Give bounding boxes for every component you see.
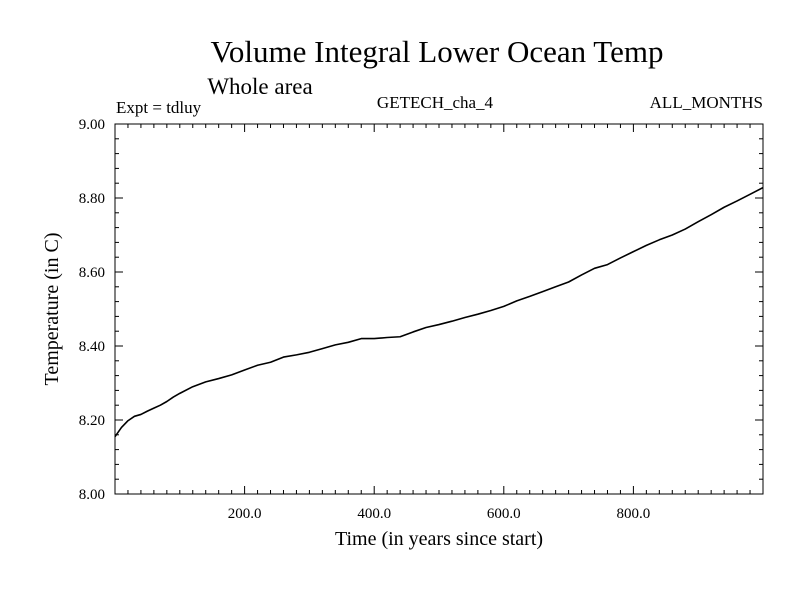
series-line-temperature xyxy=(114,186,764,438)
config-label: GETECH_cha_4 xyxy=(377,93,494,112)
months-label: ALL_MONTHS xyxy=(650,93,763,112)
axis-ticks xyxy=(115,124,763,494)
y-tick-label: 9.00 xyxy=(79,117,105,133)
y-tick-label: 8.40 xyxy=(79,339,105,355)
x-axis-label: Time (in years since start) xyxy=(335,528,543,550)
experiment-label: Expt = tdluy xyxy=(116,98,202,117)
y-axis-label: Temperature (in C) xyxy=(41,233,63,386)
y-tick-label: 8.20 xyxy=(79,413,105,429)
x-tick-label: 800.0 xyxy=(617,506,651,522)
plot-frame xyxy=(114,123,764,495)
chart-subtitle: Whole area xyxy=(207,74,312,99)
x-tick-label: 400.0 xyxy=(357,506,391,522)
x-tick-label: 600.0 xyxy=(487,506,521,522)
x-tick-label: 200.0 xyxy=(228,506,262,522)
chart-title: Volume Integral Lower Ocean Temp xyxy=(211,34,664,69)
y-tick-label: 8.60 xyxy=(79,265,105,281)
y-tick-label: 8.80 xyxy=(79,191,105,207)
tick-labels: 200.0 400.0 600.0 800.0 8.00 8.20 8.40 8.60 8.80… xyxy=(79,117,651,522)
y-tick-label: 8.00 xyxy=(79,487,105,503)
